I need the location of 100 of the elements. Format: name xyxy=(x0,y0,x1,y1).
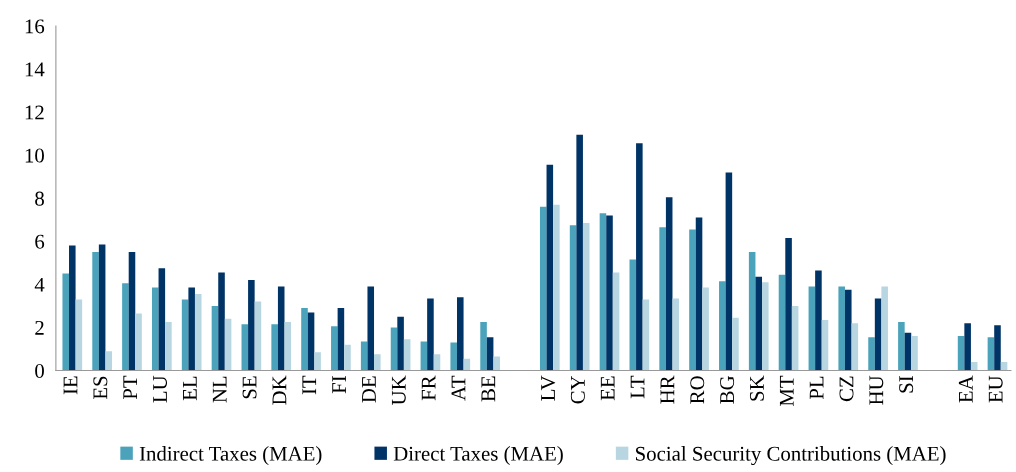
bar xyxy=(69,245,76,371)
bar xyxy=(642,299,650,371)
bar xyxy=(636,143,643,371)
bar xyxy=(569,225,577,371)
x-tick-label: MT xyxy=(779,375,794,407)
bar xyxy=(898,322,905,371)
bar xyxy=(158,268,166,371)
bar xyxy=(838,286,845,371)
y-tick-label: 6 xyxy=(35,234,45,249)
legend-label: Direct Taxes (MAE) xyxy=(393,446,563,466)
y-tick-label: 12 xyxy=(25,105,44,120)
bar xyxy=(539,206,547,371)
bar xyxy=(433,354,441,371)
bar xyxy=(301,308,308,371)
bar xyxy=(957,336,965,371)
x-tick-label: RO xyxy=(690,376,705,404)
x-tick-label: EA xyxy=(958,375,973,403)
y-tick-label: 16 xyxy=(25,19,45,34)
x-tick-label: EE xyxy=(600,376,615,401)
x-tick-label: UK xyxy=(391,375,406,406)
bar xyxy=(374,354,381,371)
bar xyxy=(420,341,428,371)
bar xyxy=(695,217,703,371)
bar xyxy=(128,252,136,371)
bar xyxy=(881,286,888,371)
bar xyxy=(629,259,637,371)
bar xyxy=(987,337,995,371)
bar xyxy=(397,316,404,371)
x-tick-label: IE xyxy=(63,376,78,395)
y-tick-label: 8 xyxy=(35,191,44,206)
x-tick-label: CY xyxy=(570,375,585,404)
bar xyxy=(725,172,733,371)
bar xyxy=(702,287,709,371)
x-tick-label: LT xyxy=(630,375,645,399)
bar xyxy=(457,297,464,371)
bar xyxy=(165,322,172,371)
bar xyxy=(248,280,255,371)
x-tick-label: LV xyxy=(541,375,556,401)
bar xyxy=(659,227,666,371)
bar xyxy=(307,312,315,371)
x-tick-label: SE xyxy=(242,376,257,399)
bar xyxy=(450,342,457,371)
x-tick-label: ES xyxy=(93,376,108,400)
x-tick-label: PT xyxy=(123,375,137,400)
x-tick-label: DE xyxy=(362,376,376,403)
y-tick-label: 0 xyxy=(35,363,44,378)
bar xyxy=(390,327,398,371)
x-tick-label: LU xyxy=(153,375,168,403)
bar xyxy=(151,287,159,371)
bar xyxy=(92,252,99,371)
bar xyxy=(224,318,232,371)
x-tick-label: CZ xyxy=(839,376,854,402)
x-tick-label: FI xyxy=(332,376,346,394)
y-tick-label: 14 xyxy=(25,62,45,77)
x-tick-label: IT xyxy=(302,375,317,395)
y-tick-label: 2 xyxy=(35,320,44,335)
bar xyxy=(815,270,822,371)
bar xyxy=(241,324,249,371)
bar xyxy=(689,229,696,371)
bar xyxy=(844,289,852,371)
bar xyxy=(271,324,278,371)
bar xyxy=(403,339,411,371)
bar xyxy=(994,325,1001,371)
bar xyxy=(606,215,613,371)
bar xyxy=(808,286,816,371)
bar xyxy=(904,332,912,371)
bar xyxy=(194,294,202,371)
bar xyxy=(546,164,554,371)
bar xyxy=(493,356,500,371)
bar xyxy=(612,272,620,371)
bar xyxy=(719,281,726,371)
bar xyxy=(427,298,434,371)
bar xyxy=(98,244,106,371)
bar xyxy=(599,213,607,371)
bar xyxy=(360,341,368,371)
bar xyxy=(480,322,487,371)
bar xyxy=(486,337,494,371)
bar xyxy=(911,336,918,371)
bar xyxy=(672,298,680,371)
bar xyxy=(791,305,799,371)
x-tick-label: BE xyxy=(481,376,496,402)
bar xyxy=(582,223,590,371)
y-tick-label: 4 xyxy=(34,277,45,292)
bar xyxy=(337,308,345,371)
bar xyxy=(314,352,321,371)
x-tick-label: BG xyxy=(720,376,735,404)
bar xyxy=(762,282,769,371)
y-tick-label: 10 xyxy=(25,148,44,163)
bar xyxy=(135,313,142,371)
x-tick-label: FR xyxy=(421,375,436,401)
bar xyxy=(868,337,875,371)
bar xyxy=(665,197,673,371)
bar xyxy=(778,274,786,371)
bar xyxy=(211,305,219,371)
x-tick-label: EL xyxy=(183,376,197,401)
bar xyxy=(785,238,792,371)
x-tick-label: SK xyxy=(749,375,764,401)
x-tick-label: SI xyxy=(899,376,914,393)
bar xyxy=(331,326,338,371)
x-tick-label: PL xyxy=(809,376,824,400)
